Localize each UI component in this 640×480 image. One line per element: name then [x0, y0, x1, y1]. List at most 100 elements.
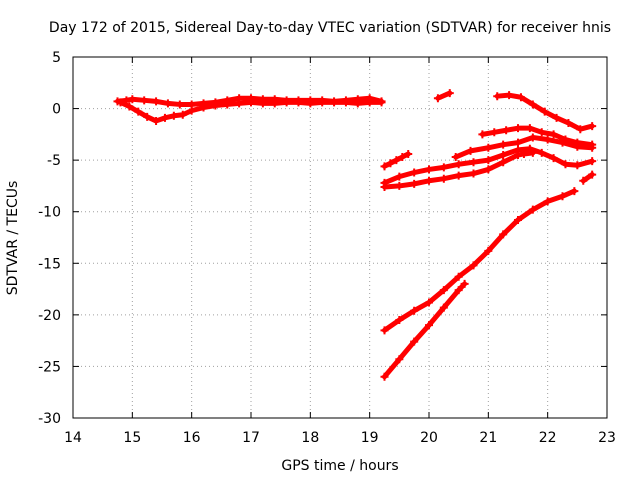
data-point: [439, 174, 448, 183]
data-point: [128, 95, 137, 104]
data-point: [410, 179, 419, 188]
data-point: [125, 102, 134, 111]
y-tick-label: -15: [38, 256, 61, 272]
data-point: [270, 99, 279, 108]
data-series: [380, 187, 579, 335]
data-point: [484, 156, 493, 165]
data-point: [588, 122, 597, 131]
data-point: [528, 133, 537, 142]
data-point: [187, 106, 196, 115]
data-point: [537, 128, 546, 137]
data-point: [454, 286, 463, 295]
data-series: [380, 279, 469, 381]
data-point: [318, 98, 327, 107]
data-point: [525, 124, 534, 133]
data-point: [395, 181, 404, 190]
y-tick-label: 5: [52, 50, 61, 66]
data-point: [528, 100, 537, 109]
data-point: [454, 272, 463, 281]
data-point: [395, 355, 404, 364]
data-point: [543, 135, 552, 144]
data-point: [516, 93, 525, 102]
x-tick-label: 16: [183, 430, 201, 446]
chart-title: Day 172 of 2015, Sidereal Day-to-day VTE…: [49, 20, 611, 36]
data-point: [404, 149, 413, 158]
data-series: [451, 133, 597, 162]
data-point: [353, 99, 362, 108]
data-point: [425, 298, 433, 307]
data-point: [588, 170, 597, 179]
data-point: [549, 130, 558, 139]
plot-frame: [72, 56, 608, 419]
data-point: [505, 91, 514, 100]
data-point: [380, 162, 389, 171]
data-point: [493, 92, 502, 101]
data-point: [152, 116, 161, 125]
y-axis-label: SDTVAR / TECUs: [5, 181, 21, 296]
x-tick-label: 18: [301, 430, 319, 446]
y-tick-label: -5: [47, 153, 61, 169]
data-point: [478, 130, 487, 139]
data-point: [558, 192, 567, 201]
data-point: [514, 215, 522, 224]
data-point: [469, 158, 478, 167]
x-tick-label: 14: [64, 430, 82, 446]
data-point: [380, 372, 389, 381]
data-point: [451, 153, 460, 162]
data-point: [454, 171, 463, 180]
x-axis-label: GPS time / hours: [281, 458, 398, 474]
data-point: [484, 143, 493, 152]
data-series: [478, 124, 597, 149]
data-point: [410, 337, 419, 346]
data-point: [576, 125, 585, 134]
data-point: [439, 303, 448, 312]
series-line: [382, 188, 577, 333]
data-series: [116, 98, 386, 125]
data-point: [561, 160, 570, 169]
data-point: [116, 98, 125, 107]
data-point: [398, 153, 407, 162]
data-point: [160, 113, 169, 122]
data-point: [247, 98, 255, 107]
data-point: [380, 182, 389, 191]
data-point: [178, 110, 187, 119]
data-point: [445, 89, 454, 98]
series-line: [382, 281, 468, 380]
data-point: [211, 101, 220, 110]
data-point: [377, 98, 386, 107]
data-point: [425, 165, 433, 174]
data-point: [499, 158, 508, 167]
data-point: [143, 112, 152, 121]
data-point: [514, 138, 522, 147]
data-point: [163, 99, 172, 108]
data-series: [579, 170, 597, 185]
data-point: [484, 165, 493, 174]
data-series: [493, 91, 597, 134]
data-point: [341, 98, 350, 107]
axis-tick-labels: 14 15 16 17 18 19 20 21 22 23 5 0 -5 -10 -15 -20 -25 -30: [38, 50, 616, 446]
y-tick-label: -20: [38, 308, 61, 324]
data-point: [528, 148, 537, 157]
data-series: [433, 89, 454, 103]
data-point: [410, 168, 419, 177]
data-point: [235, 99, 244, 108]
data-point: [570, 187, 579, 196]
series-line: [479, 125, 595, 148]
data-point: [175, 100, 184, 109]
x-tick-label: 17: [242, 430, 260, 446]
data-point: [425, 176, 433, 185]
series-line: [382, 146, 595, 186]
y-tick-label: -30: [38, 411, 61, 427]
data-point: [282, 98, 291, 107]
data-point: [380, 326, 389, 335]
x-tick-label: 22: [539, 430, 557, 446]
data-point: [573, 138, 582, 147]
y-tick-label: -10: [38, 205, 61, 221]
grid-lines: [73, 57, 607, 418]
data-point: [528, 205, 537, 214]
data-point: [490, 128, 499, 137]
data-point: [330, 98, 339, 107]
x-tick-label: 23: [598, 430, 616, 446]
data-point: [395, 172, 404, 181]
